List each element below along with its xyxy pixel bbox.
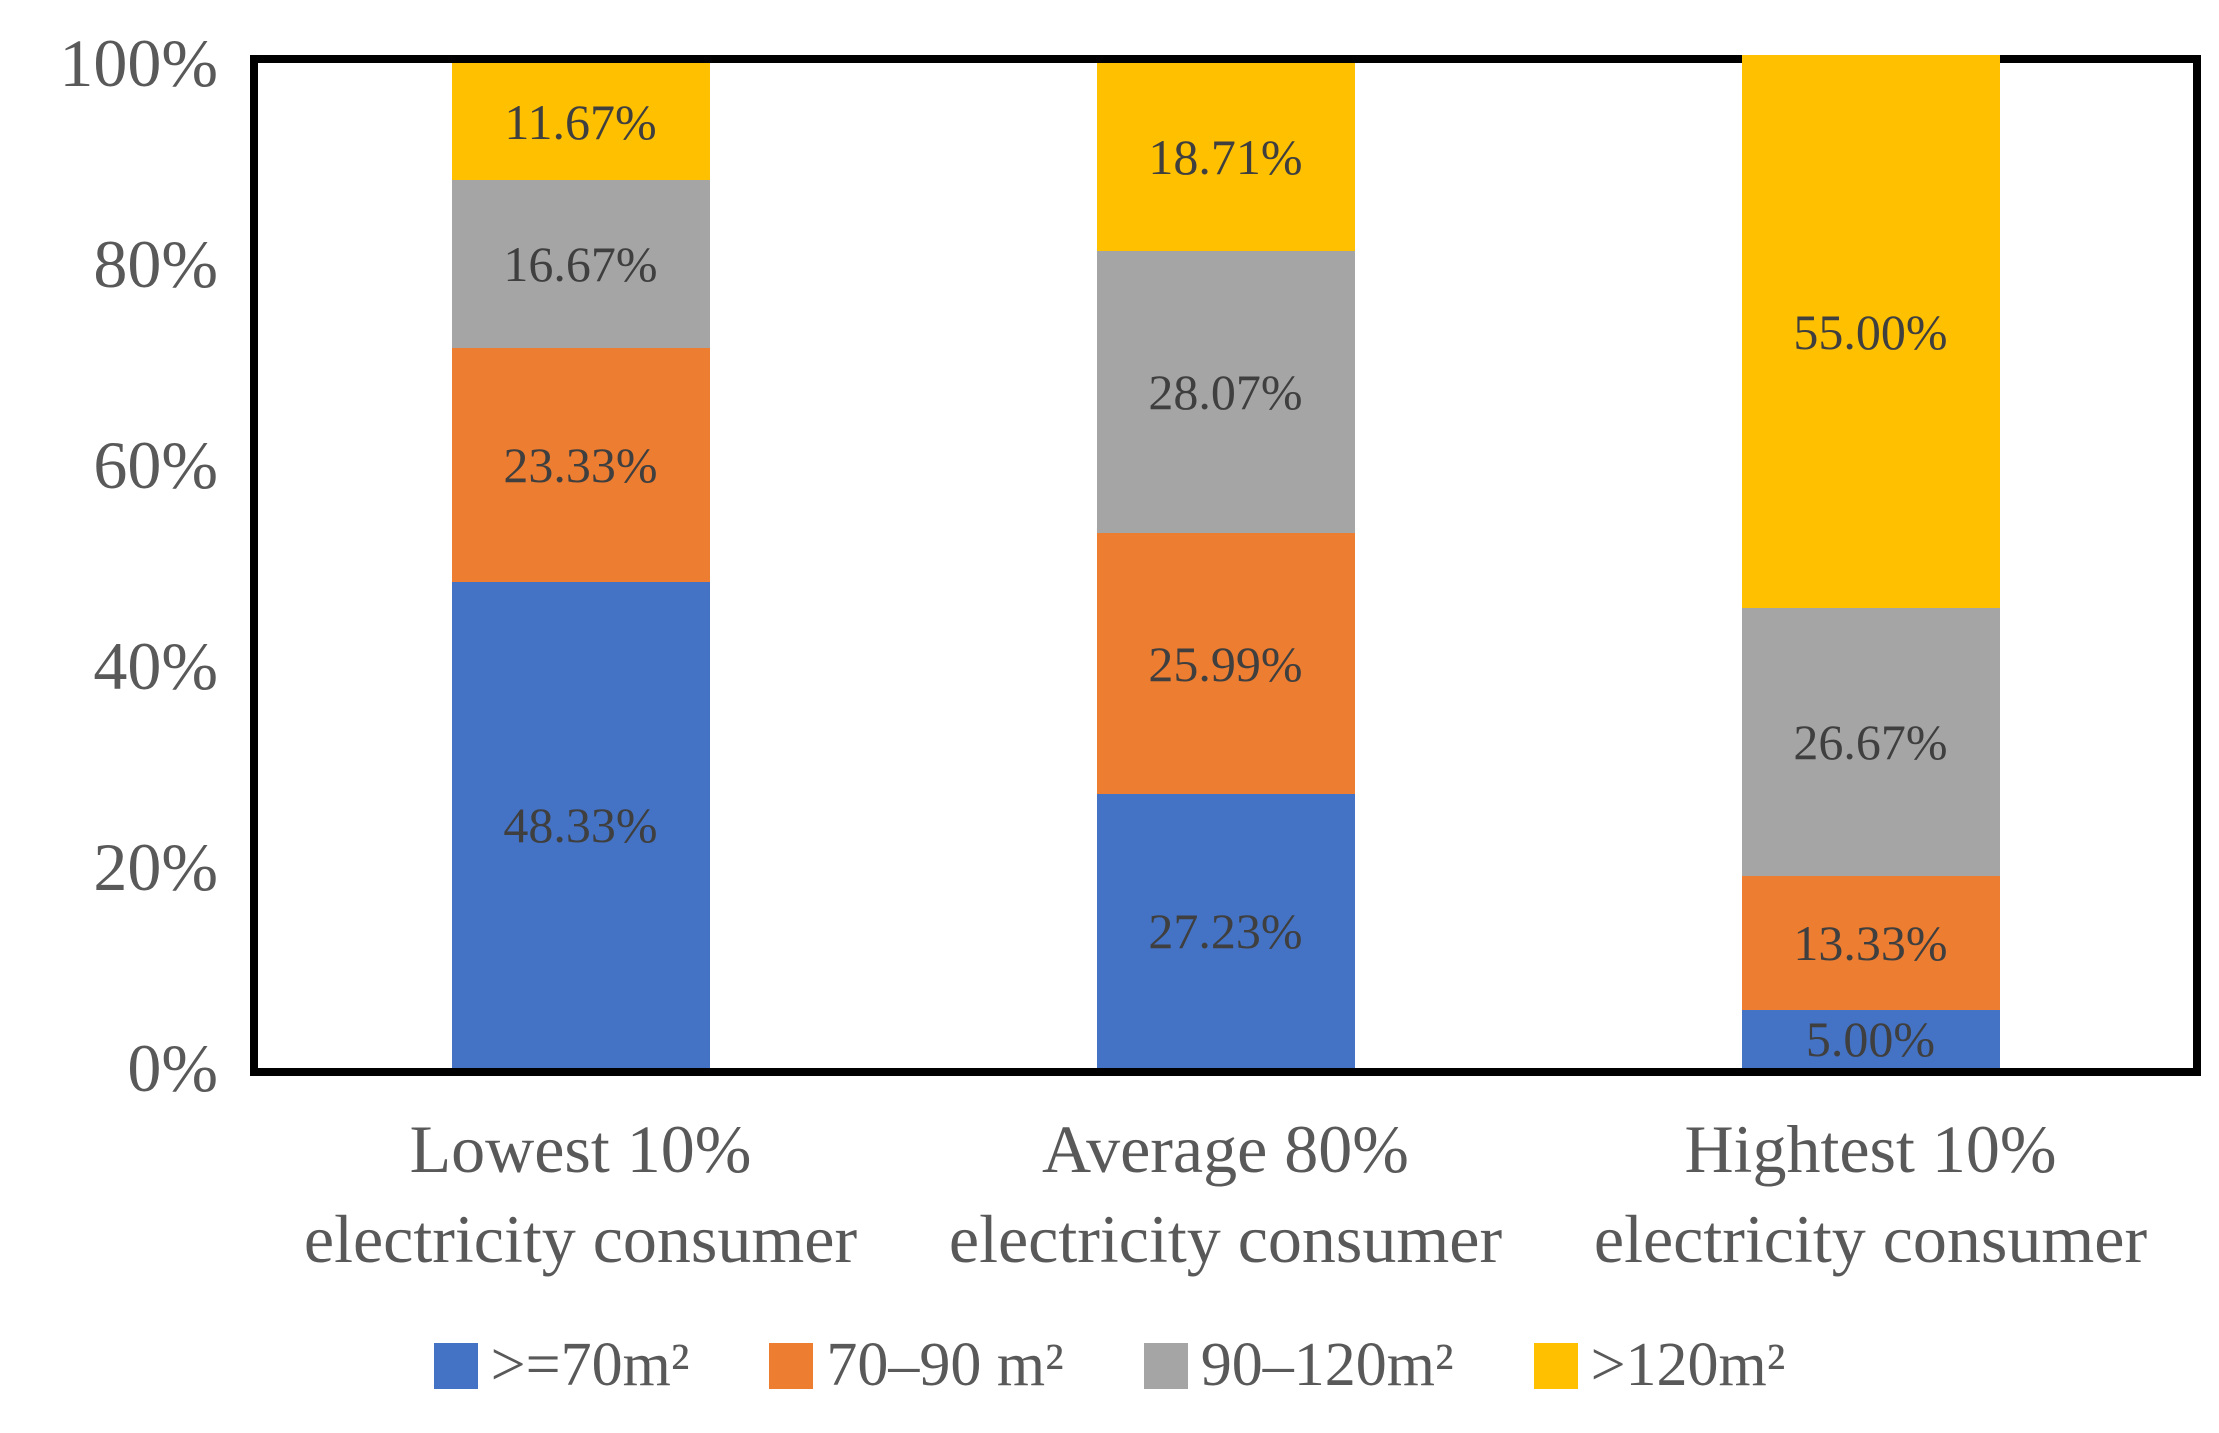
bar-1: 27.23% 25.99% 28.07% 18.71% <box>1096 63 1355 1068</box>
legend-swatch <box>1143 1342 1188 1389</box>
y-tick-label: 40% <box>93 628 218 704</box>
bar-segment: 25.99% <box>1096 533 1355 795</box>
data-label: 16.67% <box>503 236 658 293</box>
bar-segment: 13.33% <box>1741 876 2000 1010</box>
y-tick-label: 20% <box>93 829 218 905</box>
bar-segment: 23.33% <box>451 347 710 583</box>
data-label: 28.07% <box>1148 364 1303 421</box>
data-label: 5.00% <box>1805 1011 1936 1067</box>
x-category-label-line: electricity consumer <box>948 1201 1503 1277</box>
bar-segment: 26.67% <box>1741 608 2000 877</box>
bar-segment: 48.33% <box>451 582 710 1068</box>
x-category-label: Average 80% electricity consumer <box>844 1104 1608 1284</box>
bar-2: 5.00% 13.33% 26.67% 55.00% <box>1741 55 2000 1068</box>
x-category-label-line: Lowest 10% <box>409 1111 752 1187</box>
bar-segment: 28.07% <box>1096 251 1355 534</box>
bar-segment: 11.67% <box>451 63 710 181</box>
data-label: 18.71% <box>1148 129 1303 186</box>
x-category-label-line: Hightest 10% <box>1684 1111 2057 1187</box>
legend-swatch <box>1533 1342 1578 1389</box>
legend-swatch <box>769 1342 814 1389</box>
legend-swatch <box>433 1342 478 1389</box>
y-tick-label: 0% <box>127 1030 218 1106</box>
legend-label: 70–90 m² <box>826 1331 1064 1399</box>
data-label: 25.99% <box>1148 635 1303 692</box>
legend-label: >120m² <box>1590 1331 1786 1399</box>
x-category-label-line: electricity consumer <box>1593 1201 2148 1277</box>
legend: >=70m² 70–90 m² 90–120m² >120m² <box>0 1330 2219 1401</box>
y-tick-label: 100% <box>59 25 218 101</box>
data-label: 27.23% <box>1148 903 1303 960</box>
data-label: 11.67% <box>504 93 657 150</box>
x-category-label: Hightest 10% electricity consumer <box>1489 1104 2219 1284</box>
bar-segment: 5.00% <box>1741 1010 2000 1068</box>
bar-segment: 18.71% <box>1096 63 1355 252</box>
legend-item: >120m² <box>1533 1330 1786 1401</box>
x-category-label-line: Average 80% <box>1042 1111 1409 1187</box>
data-label: 55.00% <box>1793 303 1948 360</box>
legend-label: >=70m² <box>490 1331 690 1399</box>
bar-segment: 27.23% <box>1096 794 1355 1068</box>
bar-0: 48.33% 23.33% 16.67% 11.67% <box>451 63 710 1068</box>
data-label: 26.67% <box>1793 714 1948 771</box>
bar-segment: 55.00% <box>1741 55 2000 609</box>
x-category-label: Lowest 10% electricity consumer <box>199 1104 963 1284</box>
x-category-label-line: electricity consumer <box>303 1201 858 1277</box>
legend-item: 70–90 m² <box>769 1330 1064 1401</box>
y-tick-label: 80% <box>93 226 218 302</box>
y-tick-label: 60% <box>93 427 218 503</box>
bar-segment: 16.67% <box>451 180 710 348</box>
data-label: 23.33% <box>503 437 658 494</box>
legend-item: 90–120m² <box>1143 1330 1454 1401</box>
plot-area: 48.33% 23.33% 16.67% 11.67% 27.23% 25.99% 28.0… <box>250 55 2201 1076</box>
data-label: 48.33% <box>503 797 658 854</box>
legend-label: 90–120m² <box>1200 1331 1454 1399</box>
data-label: 13.33% <box>1793 915 1948 972</box>
legend-item: >=70m² <box>433 1330 690 1401</box>
